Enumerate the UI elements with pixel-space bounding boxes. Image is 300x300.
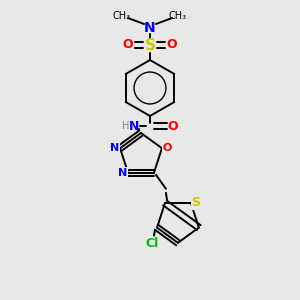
Text: O: O [168, 119, 178, 133]
Text: O: O [162, 143, 172, 153]
Text: H: H [122, 121, 130, 131]
Text: O: O [167, 38, 177, 52]
Text: S: S [191, 196, 200, 209]
Text: N: N [110, 143, 120, 153]
Text: N: N [144, 21, 156, 35]
Text: O: O [123, 38, 133, 52]
Text: Cl: Cl [146, 237, 159, 250]
Text: N: N [118, 168, 128, 178]
Text: CH₃: CH₃ [113, 11, 131, 21]
Text: CH₃: CH₃ [169, 11, 187, 21]
Text: N: N [129, 119, 139, 133]
Text: S: S [145, 38, 155, 52]
